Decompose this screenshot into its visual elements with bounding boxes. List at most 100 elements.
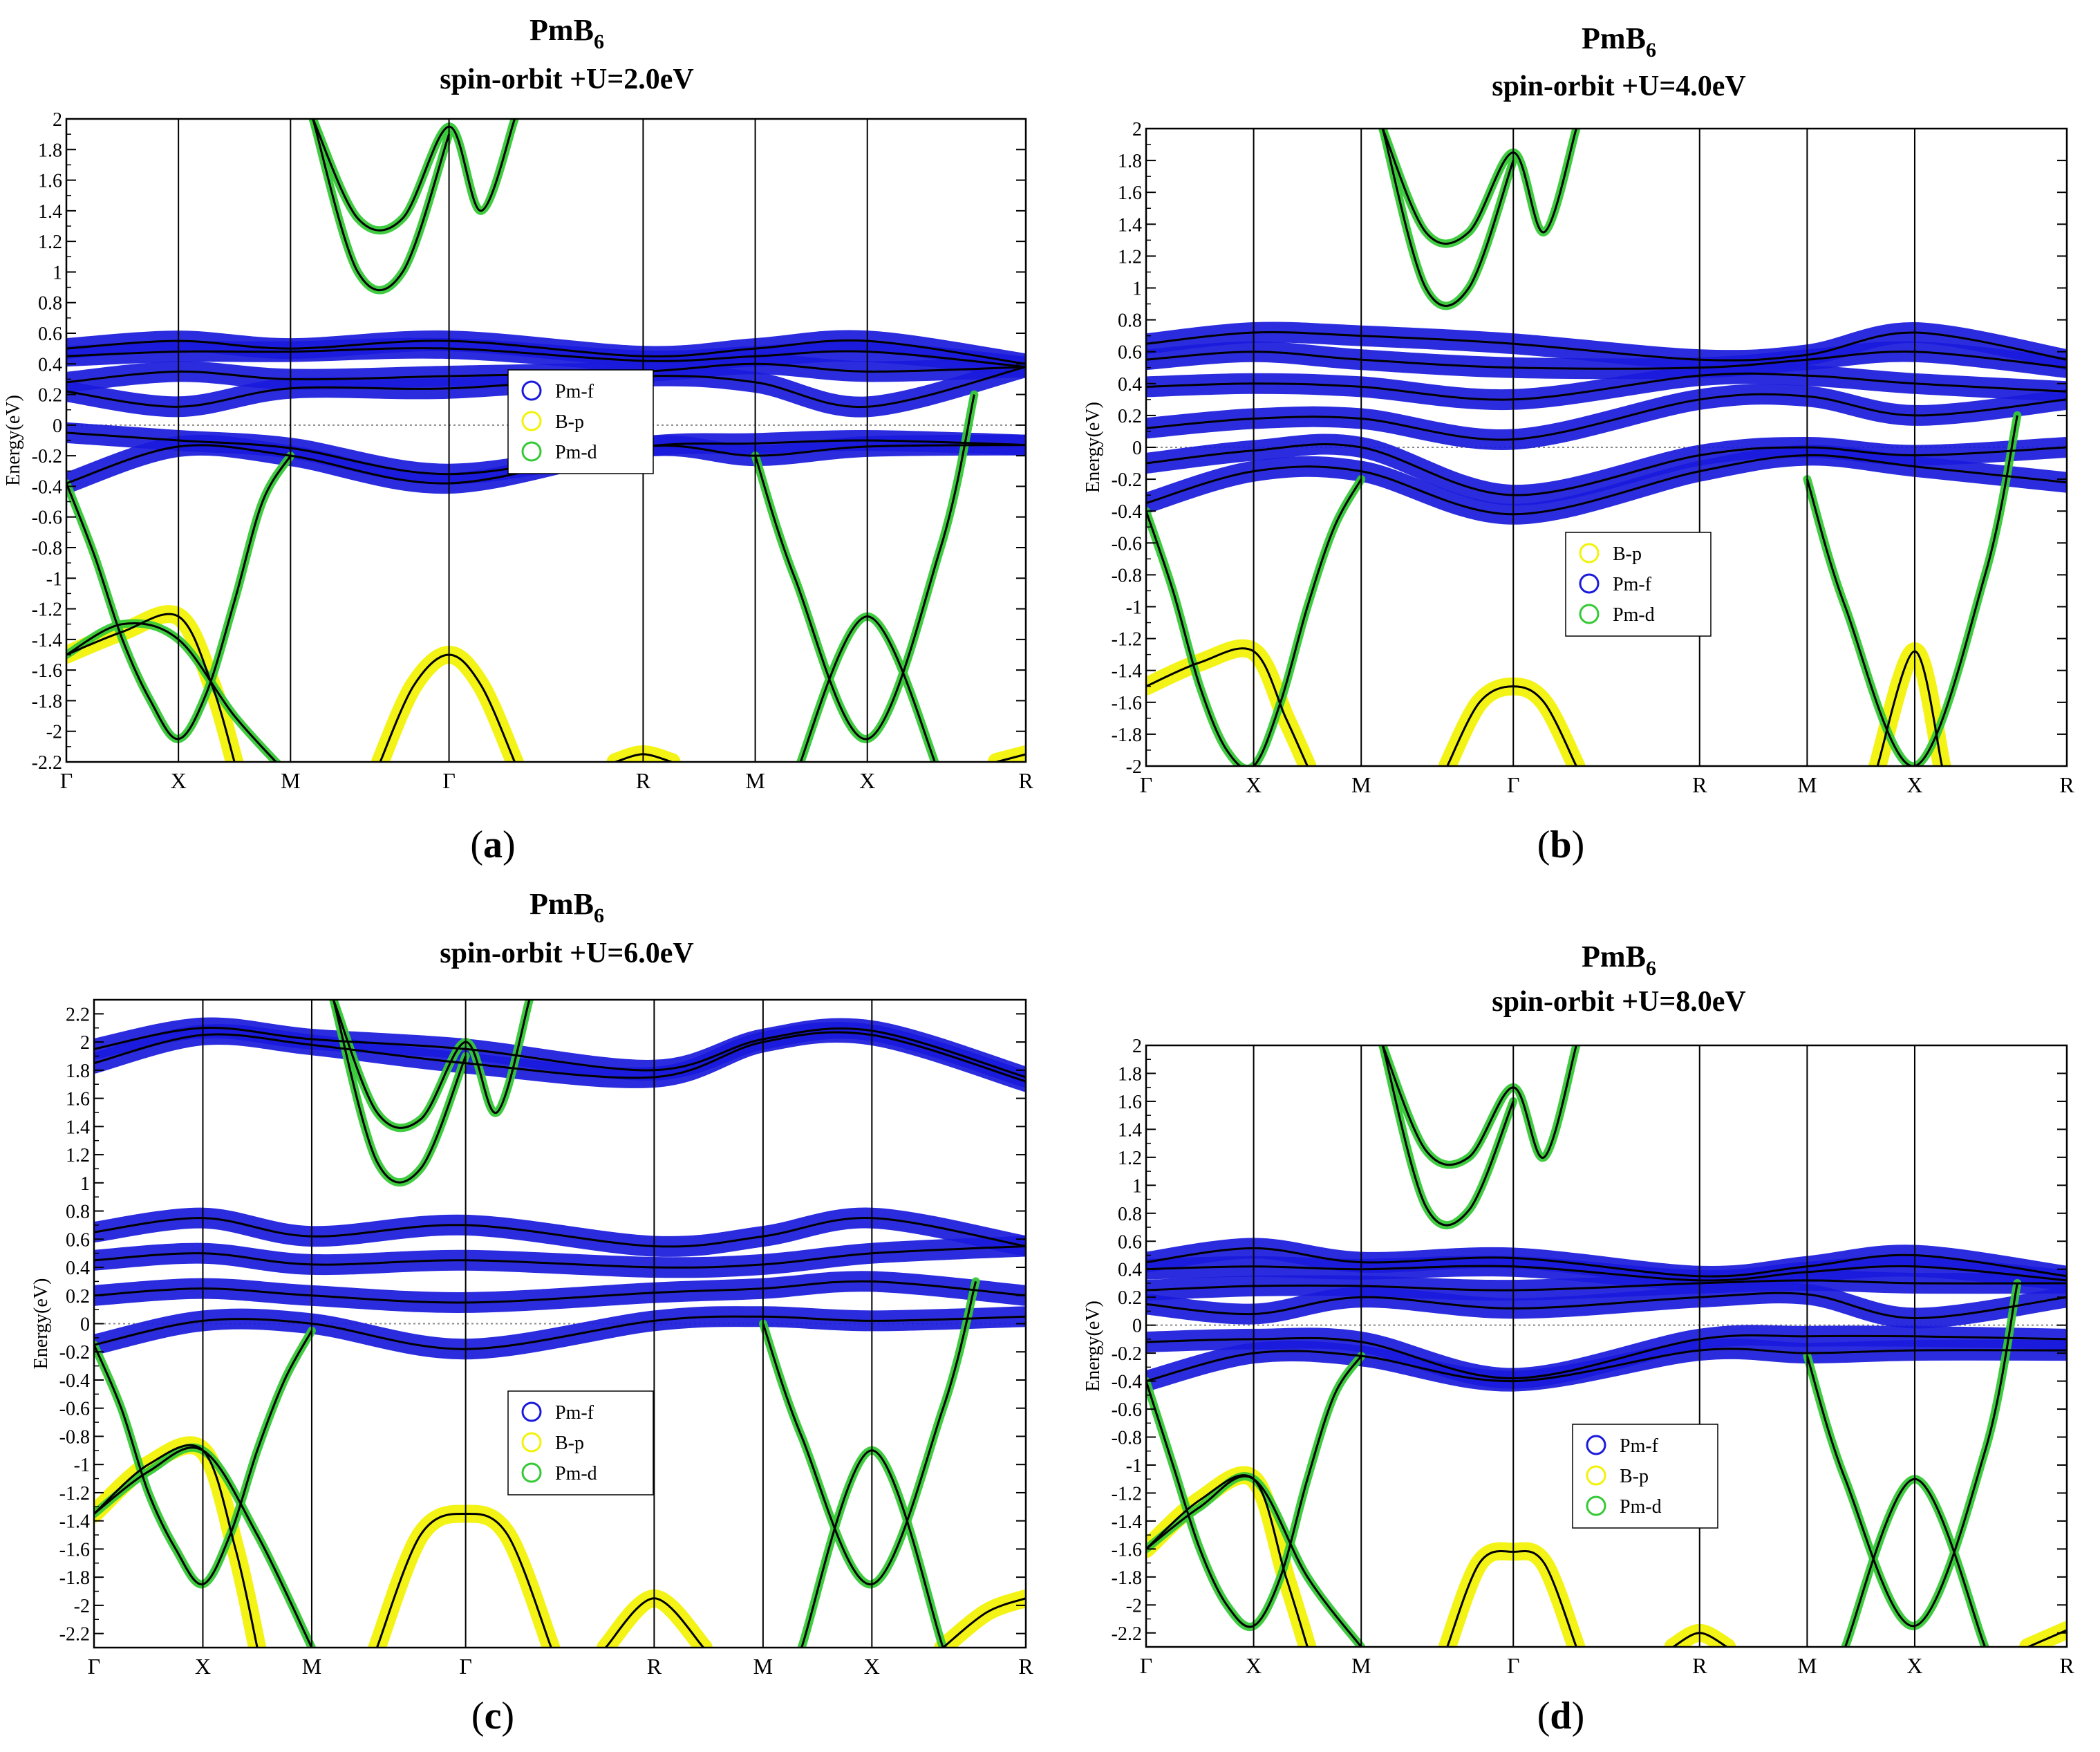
chart-subtitle: spin-orbit +U=6.0eV <box>440 938 694 969</box>
bands-group <box>94 1000 1026 1648</box>
y-tick-label: 1.8 <box>1118 1063 1142 1085</box>
band-line-6 <box>66 339 1026 365</box>
panel-label-letter: d <box>1550 1695 1571 1737</box>
chart-title-main: PmB <box>1582 21 1646 55</box>
y-tick-label: 2.2 <box>66 1004 90 1025</box>
y-axis-label: Energy(eV) <box>1082 1301 1104 1392</box>
y-tick-label: -1.8 <box>32 691 62 712</box>
panel-label-paren-open: ( <box>471 1695 485 1737</box>
chart-subtitle: spin-orbit +U=4.0eV <box>1492 71 1746 102</box>
legend-box <box>1572 1424 1718 1529</box>
panel-label: (a) <box>470 823 515 866</box>
k-point-label: M <box>1797 772 1817 797</box>
y-tick-label: -0.6 <box>32 507 62 529</box>
legend-marker-pm-d <box>521 1462 542 1483</box>
chart-title: PmB6 <box>529 887 604 927</box>
y-tick-label: -2 <box>46 722 62 743</box>
panel-label: (d) <box>1537 1695 1584 1737</box>
y-tick-label: 0.8 <box>66 1202 90 1223</box>
band-line-2 <box>1146 443 2067 496</box>
y-tick-label: -0.4 <box>1112 501 1142 523</box>
chart-title: PmB6 <box>1582 940 1656 980</box>
legend-marker-b-p <box>1579 543 1600 563</box>
chart-title-main: PmB <box>529 887 594 921</box>
band-line-4 <box>1146 372 2067 401</box>
chart-title-main: PmB <box>529 13 594 47</box>
band-line-1 <box>94 1315 1026 1350</box>
panel-label-letter: c <box>485 1695 502 1737</box>
band-line-9 <box>1381 1045 1577 1166</box>
band-line-1 <box>1146 1348 2067 1383</box>
y-tick-label: 0.4 <box>1118 1260 1142 1281</box>
y-tick-label: -1 <box>74 1455 90 1476</box>
legend-marker-pm-f <box>521 1401 542 1422</box>
band-line-11 <box>1806 1283 2018 1628</box>
k-point-label: M <box>1351 1653 1371 1678</box>
y-tick-label: -1.6 <box>1112 693 1142 714</box>
y-tick-label: 0.4 <box>38 354 62 375</box>
y-tick-label: -1.8 <box>1112 1567 1142 1589</box>
chart-subtitle: spin-orbit +U=2.0eV <box>440 64 694 95</box>
k-point-label: R <box>1692 772 1707 797</box>
k-point-label: Γ <box>459 1654 472 1679</box>
legend-label: Pm-d <box>555 1463 597 1484</box>
k-point-label: Γ <box>88 1654 101 1679</box>
y-tick-label: 1.4 <box>38 201 62 223</box>
y-tick-label: 0.2 <box>38 385 62 407</box>
y-tick-label: 0.6 <box>1118 342 1142 364</box>
y-tick-label: -1.8 <box>59 1567 90 1589</box>
y-tick-label: 1.6 <box>1118 1092 1142 1113</box>
y-tick-label: 0 <box>53 416 62 437</box>
k-point-label: M <box>281 768 300 793</box>
band-line-5 <box>1146 350 2067 370</box>
bands-group <box>1146 1045 2067 1647</box>
panel-label-paren-close: ) <box>503 823 516 866</box>
band-line-4 <box>94 1217 1026 1248</box>
k-point-label: R <box>2059 772 2074 797</box>
y-axis-label: Energy(eV) <box>1082 402 1104 493</box>
y-tick-label: -1 <box>1126 597 1142 619</box>
y-tick-label: -0.2 <box>1112 469 1142 491</box>
y-tick-label: -0.8 <box>32 538 62 559</box>
y-tick-label: 0.4 <box>66 1258 90 1279</box>
band-line-9 <box>1381 129 1515 307</box>
y-tick-label: 1.2 <box>38 232 62 253</box>
panel-label: (b) <box>1537 823 1584 866</box>
chart-legend: Pm-f B-p Pm-d <box>507 369 654 474</box>
k-point-label: X <box>195 1654 211 1679</box>
band-line-5 <box>94 1031 1026 1083</box>
chart-legend: B-p Pm-f Pm-d <box>1565 532 1712 637</box>
band-line-10 <box>332 1000 467 1184</box>
y-tick-label: -1.4 <box>59 1511 90 1533</box>
y-tick-label: 2 <box>1132 119 1142 140</box>
y-tick-label: -2 <box>1126 1595 1142 1616</box>
band-line-5 <box>1146 1265 2067 1282</box>
y-tick-label: 0.8 <box>38 293 62 315</box>
chart-panel-a: PmB6 spin-orbit +U=2.0eV -2.2 -2 -1.8 -1.6 -1.… <box>3 13 1033 866</box>
k-point-label: X <box>1906 1653 1922 1678</box>
k-point-label: M <box>745 768 765 793</box>
y-tick-label: -1.2 <box>59 1483 90 1504</box>
chart-panel-d: PmB6 spin-orbit +U=8.0eV -2.2 -2 -1.8 -1.6 -1.… <box>1082 940 2074 1737</box>
y-tick-label: 0.6 <box>38 324 62 345</box>
y-axis-label: Energy(eV) <box>3 395 24 486</box>
y-tick-label: -1.4 <box>32 630 62 651</box>
band-line-8 <box>66 622 278 762</box>
k-point-label: Γ <box>60 768 73 793</box>
band-line-2 <box>1146 1334 2067 1380</box>
band-line-5 <box>66 347 1026 369</box>
y-tick-label: -0.4 <box>1112 1372 1142 1393</box>
y-tick-label: 1.8 <box>1118 151 1142 172</box>
legend-marker-pm-f <box>1586 1435 1606 1455</box>
band-line-3 <box>1146 1292 2067 1320</box>
y-axis-label: Energy(eV) <box>30 1278 52 1370</box>
y-tick-label: -0.8 <box>1112 1428 1142 1449</box>
legend-marker-pm-f <box>1579 573 1600 594</box>
y-tick-label: -1.2 <box>1112 629 1142 651</box>
y-tick-label: 0.2 <box>66 1286 90 1307</box>
y-tick-label: -1.2 <box>1112 1483 1142 1504</box>
y-tick-label: -2.2 <box>32 752 62 774</box>
k-point-label: X <box>1906 772 1922 797</box>
y-tick-label: 1.6 <box>38 171 62 192</box>
legend-label: Pm-d <box>555 442 597 463</box>
